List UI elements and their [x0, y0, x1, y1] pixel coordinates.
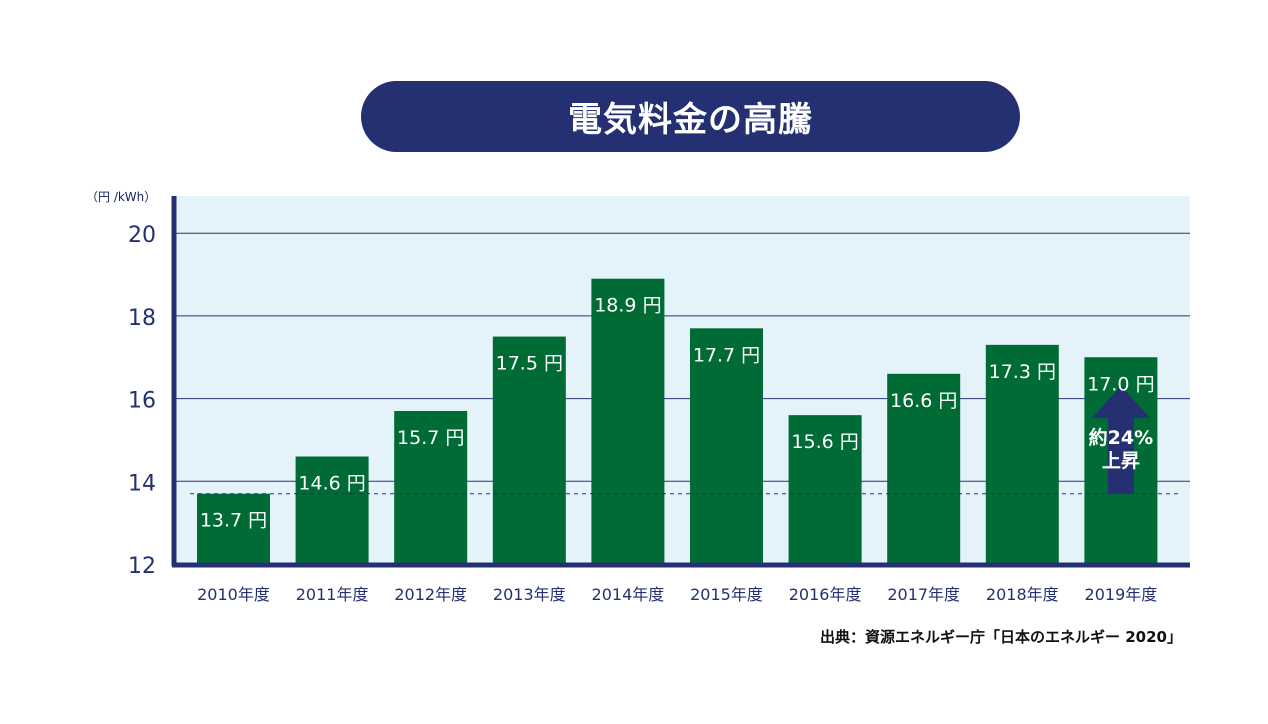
- y-axis-unit-label: （円 /kWh）: [86, 190, 157, 204]
- increase-annotation-label: 上昇: [1102, 450, 1140, 472]
- data-label: 17.3 円: [989, 361, 1056, 383]
- y-tick-label: 20: [128, 223, 156, 248]
- bar: [985, 344, 1059, 564]
- x-tick-label: 2019年度: [1085, 585, 1158, 604]
- bar: [394, 411, 468, 564]
- y-tick-label: 16: [128, 389, 156, 414]
- x-tick-label: 2018年度: [986, 585, 1059, 604]
- data-label: 16.6 円: [890, 390, 957, 412]
- bar: [788, 415, 862, 564]
- x-tick-label: 2013年度: [493, 585, 566, 604]
- x-tick-label: 2015年度: [690, 585, 763, 604]
- increase-annotation-percent: 約24%: [1089, 426, 1153, 449]
- bar: [197, 493, 270, 564]
- data-label: 17.5 円: [496, 353, 563, 375]
- x-tick-label: 2017年度: [887, 585, 960, 604]
- x-tick-label: 2012年度: [394, 585, 467, 604]
- x-tick-label: 2010年度: [197, 585, 270, 604]
- x-tick-label: 2014年度: [592, 585, 665, 604]
- x-tick-label: 2011年度: [296, 585, 369, 604]
- x-tick-label: 2016年度: [789, 585, 862, 604]
- bar: [887, 373, 961, 564]
- data-label: 17.0 円: [1087, 373, 1154, 395]
- data-label: 15.6 円: [791, 431, 858, 453]
- bar: [295, 456, 369, 564]
- increase-arrow: [1091, 386, 1150, 494]
- bar: [690, 328, 763, 564]
- bar: [591, 278, 665, 564]
- data-label: 17.7 円: [693, 344, 760, 366]
- source-citation: 出典：資源エネルギー庁「日本のエネルギー 2020」: [820, 628, 1182, 646]
- chart-title: 電気料金の高騰: [361, 81, 1020, 152]
- y-tick-label: 14: [128, 471, 156, 496]
- data-label: 15.7 円: [397, 427, 464, 449]
- bar: [492, 336, 566, 564]
- data-label: 14.6 円: [298, 472, 365, 494]
- y-tick-label: 12: [128, 554, 156, 579]
- y-tick-label: 18: [128, 306, 156, 331]
- data-label: 18.9 円: [594, 295, 661, 317]
- data-label: 13.7 円: [200, 510, 267, 532]
